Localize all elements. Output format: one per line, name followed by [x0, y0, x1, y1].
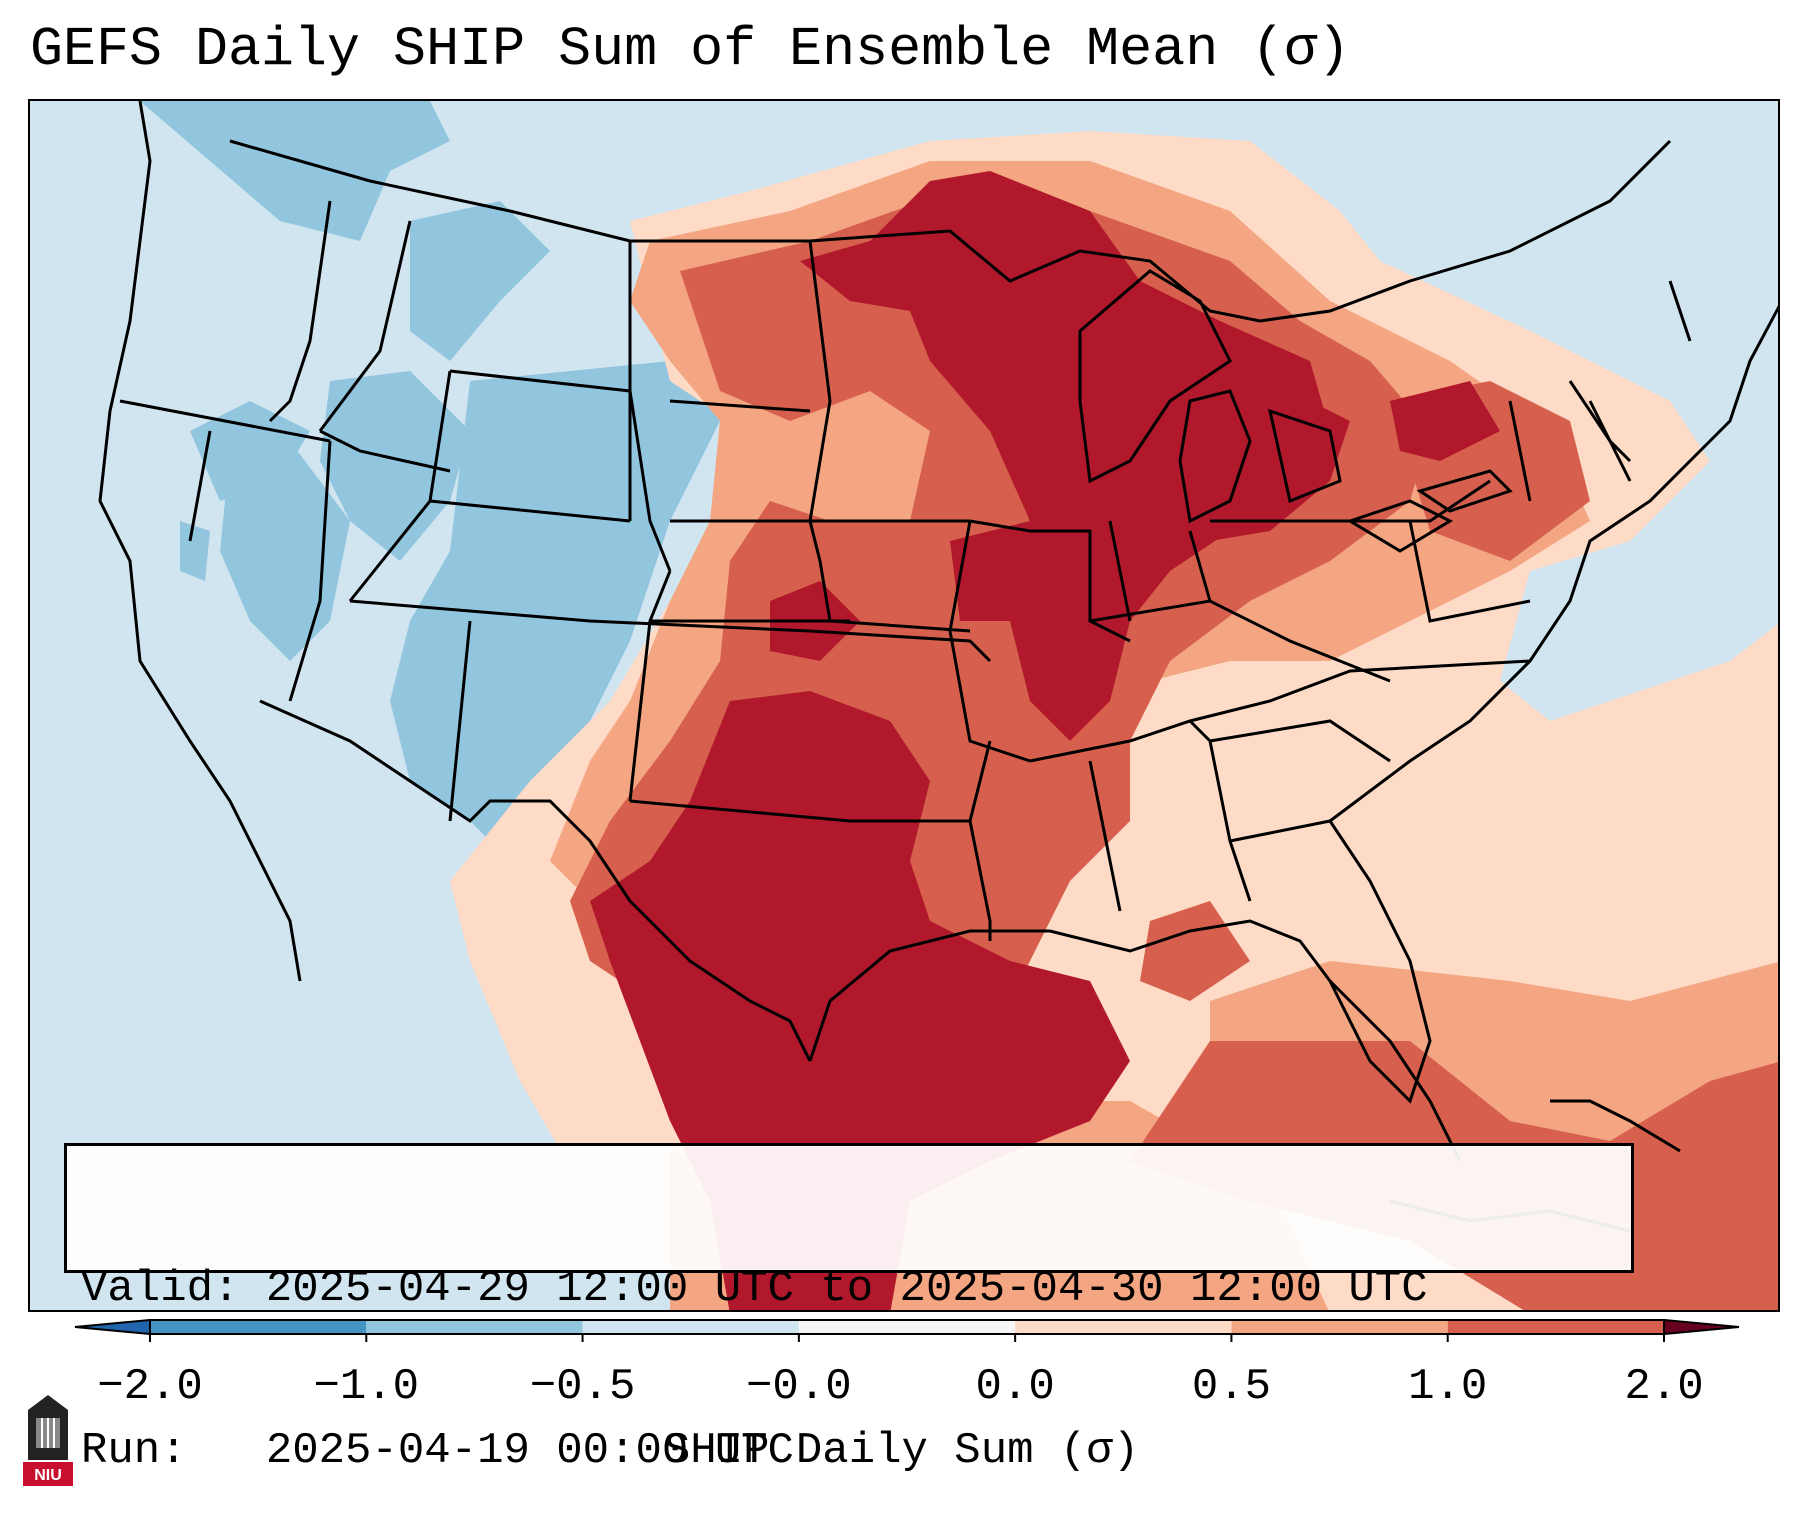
colorbar-tick-label: 2.0: [1624, 1362, 1704, 1412]
colorbar-segment: [1015, 1320, 1232, 1334]
colorbar-tick-label: −0.0: [746, 1362, 852, 1412]
colorbar-tick-label: 0.0: [975, 1362, 1055, 1412]
validity-info-box: Valid: 2025-04-29 12:00 UTC to 2025-04-3…: [64, 1143, 1634, 1476]
great-lakes: [1078, 269, 1513, 553]
map-title: GEFS Daily SHIP Sum of Ensemble Mean (σ): [30, 18, 1351, 81]
colorbar-label: SHIP Daily Sum (σ): [663, 1426, 1140, 1476]
colorbar-segment: [1447, 1320, 1664, 1334]
colorbar-extend-high: [1663, 1318, 1740, 1336]
colorbar-segment: [1231, 1320, 1448, 1334]
valid-time-text: Valid: 2025-04-29 12:00 UTC to 2025-04-3…: [81, 1264, 1428, 1314]
map-panel: [28, 99, 1780, 1312]
colorbar-segment: [798, 1320, 1016, 1334]
colorbar-segment: [150, 1320, 367, 1334]
colorbar-tick-label: 1.0: [1408, 1362, 1488, 1412]
colorbar-tick-label: −0.5: [529, 1362, 636, 1412]
niu-logo: NIU: [23, 1395, 73, 1486]
logo-text: NIU: [34, 1467, 62, 1484]
colorbar-extend-low: [74, 1318, 151, 1336]
colorbar-segment: [582, 1320, 799, 1334]
colorbar-tick-label: 0.5: [1191, 1362, 1272, 1412]
colorbar-tick-label: −1.0: [313, 1362, 420, 1412]
colorbar-tick-label: −2.0: [97, 1362, 203, 1412]
run-time-text: Run: 2025-04-19 00:00 UTC: [81, 1426, 794, 1476]
state-borders: [98, 101, 1778, 1104]
colorbar-outline: [149, 1319, 1665, 1335]
colorbar-segment: [366, 1320, 583, 1334]
colorbar: [74, 1318, 1740, 1342]
ship-map: [30, 101, 1778, 1310]
negative-anomaly-areas: [140, 101, 720, 861]
